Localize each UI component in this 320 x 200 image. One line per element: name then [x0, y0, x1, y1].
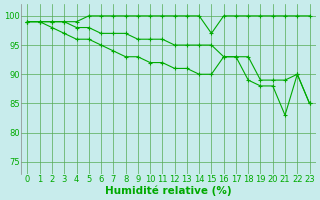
X-axis label: Humidité relative (%): Humidité relative (%): [105, 185, 232, 196]
